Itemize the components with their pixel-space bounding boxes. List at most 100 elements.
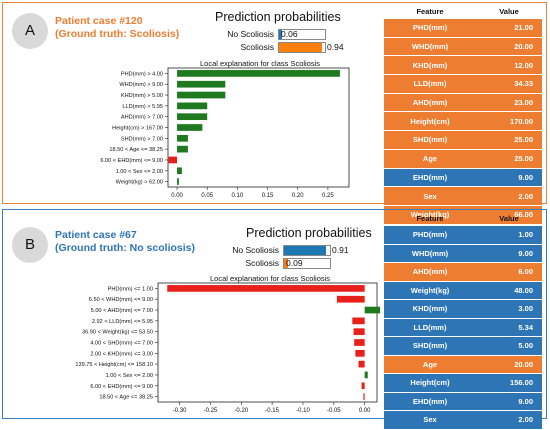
explanation-bar — [177, 145, 188, 153]
feature-name: WHD(mm) — [411, 42, 449, 52]
y-tick-label: 6.00 < EHD(mm) <= 9.00 — [100, 158, 163, 164]
feature-name: Age — [422, 359, 438, 369]
x-tick-label: 0.20 — [292, 193, 304, 199]
prob-bar-track — [278, 29, 326, 40]
case-id: Patient case #67 — [55, 229, 137, 241]
feature-value-text: 3.00 — [518, 304, 533, 314]
y-tick-label: PHD(mm) > 4.00 — [121, 71, 163, 77]
feature-value-text: 6.00 — [518, 267, 533, 277]
feature-name: SHD(mm) — [412, 135, 448, 145]
x-tick-label: 0.00 — [171, 193, 183, 199]
table-row: LLD(mm) 5.34 — [384, 318, 542, 337]
y-tick-label: 1.00 < Sex <= 2.00 — [116, 169, 163, 175]
explanation-bar — [177, 91, 226, 99]
y-tick-label: 4.00 < SHD(mm) <= 7.00 — [90, 341, 153, 347]
feature-name: Height(cm) — [410, 378, 450, 388]
feature-name: LLD(mm) — [413, 79, 447, 89]
x-tick-label: 0.00 — [359, 408, 371, 414]
case-title: Patient case #120 (Ground truth: Scolios… — [55, 15, 179, 41]
y-tick-label: 2.00 < KHD(mm) <= 3.00 — [90, 351, 153, 357]
local-explanation-chart: PHD(mm) > 4.00 WHD(mm) > 9.00 KHD(mm) > 5.… — [100, 67, 350, 199]
table-row: Height(cm) 156.00 — [384, 374, 542, 393]
explanation-bar — [336, 295, 365, 303]
feature-value-text: 66.00 — [514, 210, 533, 220]
table-row: WHD(mm) 20.00 — [384, 37, 542, 57]
feature-value: 20.00 — [476, 360, 542, 369]
y-tick-label: LLD(mm) > 5.95 — [122, 104, 163, 110]
feature-value: 48.00 — [476, 286, 542, 295]
x-tick-label: -0.05 — [327, 408, 341, 414]
y-tick-label: 18.50 < Age <= 38.25 — [99, 395, 153, 401]
local-explanation-title: Local explanation for class Scoliosis — [200, 59, 321, 68]
x-tick-label: 0.25 — [322, 193, 334, 199]
y-tick-label: AHD(mm) > 7.00 — [121, 115, 163, 121]
prob-label: No Scoliosis — [232, 245, 279, 255]
feature-value-text: 48.00 — [514, 285, 533, 295]
prob-bar-fill — [284, 246, 326, 255]
feature-value: 2.00 — [476, 192, 542, 201]
prob-label: Scoliosis — [240, 42, 274, 52]
feature-value: 66.00 — [476, 210, 542, 219]
case-ground-truth: (Ground truth: No scoliosis) — [55, 242, 195, 254]
feature-value: 6.00 — [476, 267, 542, 276]
prob-bar-track — [283, 245, 331, 256]
x-tick-label: -0.30 — [173, 408, 187, 414]
explanation-bar — [363, 393, 365, 400]
x-tick-label: -0.25 — [204, 408, 218, 414]
x-tick-label: -0.10 — [296, 408, 310, 414]
feature-value-text: 170.00 — [510, 116, 533, 126]
table-row: Height(cm) 170.00 — [384, 112, 542, 132]
explanation-bar — [177, 134, 188, 142]
explanation-bar — [352, 317, 365, 325]
feature-name: PHD(mm) — [412, 23, 448, 33]
feature-value-text: 2.00 — [518, 191, 533, 201]
y-tick-label: KHD(mm) > 5.00 — [121, 93, 163, 99]
prob-bar-fill — [284, 259, 289, 268]
feature-value-text: 20.00 — [514, 359, 533, 369]
feature-value-text: 9.00 — [518, 248, 533, 258]
prob-bar-track — [283, 258, 331, 269]
feature-value: 21.00 — [476, 23, 542, 32]
feature-value: 9.00 — [476, 397, 542, 406]
table-row: Weight(kg) 66.00 — [384, 205, 542, 225]
feature-value-text: 1.00 — [518, 230, 533, 240]
explanation-bar — [364, 306, 381, 314]
feature-name: Weight(kg) — [410, 210, 450, 220]
y-tick-label: 139.75 < Height(cm) <= 158.10 — [75, 362, 153, 368]
y-tick-label: WHD(mm) > 9.00 — [119, 82, 163, 88]
feature-value: 1.00 — [476, 230, 542, 239]
table-row: Sex 2.00 — [384, 411, 542, 430]
feature-value-text: 2.00 — [518, 415, 533, 425]
feature-value-text: 12.00 — [514, 60, 533, 70]
prob-bar-track — [278, 42, 326, 53]
explanation-bar — [358, 360, 365, 368]
feature-name: LLD(mm) — [413, 322, 447, 332]
y-tick-label: Height(cm) > 167.00 — [112, 126, 163, 132]
explanation-bar — [168, 156, 178, 164]
table-row: PHD(mm) 21.00 — [384, 19, 542, 38]
explanation-bar — [177, 70, 340, 77]
prob-value: 0.06 — [281, 29, 298, 39]
y-tick-label: 1.00 < Sex <= 2.00 — [106, 373, 153, 379]
feature-value-text: 23.00 — [514, 98, 533, 108]
feature-value: 12.00 — [476, 61, 542, 70]
feature-value: 156.00 — [476, 378, 542, 387]
prob-label: No Scoliosis — [227, 29, 274, 39]
table-row: EHD(mm) 9.00 — [384, 168, 542, 188]
feature-value: 170.00 — [476, 117, 542, 126]
feature-name: Height(cm) — [410, 116, 450, 126]
table-row: LLD(mm) 34.33 — [384, 75, 542, 94]
prob-value: 0.94 — [327, 42, 344, 52]
explanation-bar — [177, 80, 226, 88]
prob-label: Scoliosis — [245, 258, 279, 268]
explanation-bar — [177, 124, 203, 131]
table-row: Age 25.00 — [384, 149, 542, 169]
table-row: EHD(mm) 9.00 — [384, 392, 542, 411]
feature-name: Sex — [423, 191, 437, 201]
table-row: AHD(mm) 23.00 — [384, 93, 542, 113]
feature-name: Weight(kg) — [410, 285, 450, 295]
table-row: AHD(mm) 6.00 — [384, 263, 542, 282]
header-feature: Feature — [416, 7, 444, 16]
feature-value-text: 25.00 — [514, 135, 533, 145]
x-tick-label: -0.15 — [265, 408, 279, 414]
